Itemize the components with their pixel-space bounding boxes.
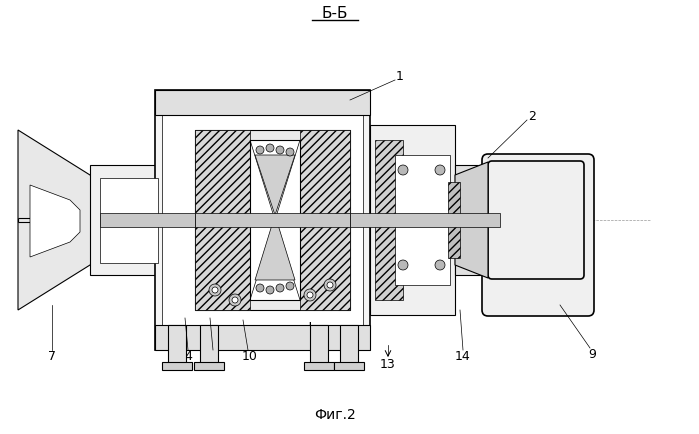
Polygon shape bbox=[200, 325, 218, 367]
Text: 4: 4 bbox=[184, 349, 192, 362]
Polygon shape bbox=[195, 130, 350, 310]
Text: +: + bbox=[303, 105, 317, 119]
Polygon shape bbox=[340, 325, 358, 367]
Text: 1: 1 bbox=[396, 69, 404, 82]
Circle shape bbox=[327, 282, 333, 288]
Text: +: + bbox=[303, 320, 317, 335]
Circle shape bbox=[209, 284, 221, 296]
Polygon shape bbox=[300, 130, 350, 310]
Polygon shape bbox=[492, 165, 584, 275]
Polygon shape bbox=[255, 155, 295, 280]
Polygon shape bbox=[155, 90, 370, 115]
Text: 7: 7 bbox=[48, 349, 56, 362]
Circle shape bbox=[229, 294, 241, 306]
Circle shape bbox=[276, 146, 284, 154]
Polygon shape bbox=[370, 125, 455, 315]
Text: 9: 9 bbox=[588, 348, 596, 361]
Circle shape bbox=[266, 144, 274, 152]
Circle shape bbox=[276, 284, 284, 292]
Polygon shape bbox=[194, 362, 224, 370]
Circle shape bbox=[286, 148, 294, 156]
Circle shape bbox=[398, 260, 408, 270]
Circle shape bbox=[304, 289, 316, 301]
FancyBboxPatch shape bbox=[488, 161, 584, 279]
Polygon shape bbox=[350, 213, 500, 227]
Polygon shape bbox=[395, 155, 450, 285]
Polygon shape bbox=[488, 215, 496, 225]
Polygon shape bbox=[100, 178, 158, 263]
Circle shape bbox=[256, 146, 264, 154]
Polygon shape bbox=[162, 362, 192, 370]
FancyBboxPatch shape bbox=[482, 154, 594, 316]
Polygon shape bbox=[18, 130, 105, 310]
Polygon shape bbox=[334, 362, 364, 370]
Circle shape bbox=[324, 279, 336, 291]
Circle shape bbox=[398, 165, 408, 175]
Polygon shape bbox=[448, 182, 460, 258]
Circle shape bbox=[307, 292, 313, 298]
Polygon shape bbox=[310, 325, 328, 367]
Text: 13: 13 bbox=[380, 358, 396, 371]
Circle shape bbox=[256, 284, 264, 292]
Text: Фиг.2: Фиг.2 bbox=[314, 408, 356, 422]
Text: Б-Б: Б-Б bbox=[322, 7, 348, 22]
Text: 14: 14 bbox=[455, 349, 471, 362]
Polygon shape bbox=[155, 90, 370, 350]
Circle shape bbox=[286, 282, 294, 290]
Circle shape bbox=[232, 297, 238, 303]
Polygon shape bbox=[455, 165, 485, 275]
Polygon shape bbox=[100, 213, 195, 227]
Circle shape bbox=[266, 286, 274, 294]
Polygon shape bbox=[162, 97, 363, 343]
Text: 2: 2 bbox=[528, 109, 536, 122]
Polygon shape bbox=[168, 325, 186, 367]
Polygon shape bbox=[250, 140, 300, 300]
Polygon shape bbox=[455, 162, 488, 278]
Polygon shape bbox=[30, 185, 80, 257]
Polygon shape bbox=[375, 140, 403, 300]
Polygon shape bbox=[155, 325, 370, 350]
Polygon shape bbox=[304, 362, 334, 370]
Polygon shape bbox=[195, 130, 250, 310]
Circle shape bbox=[212, 287, 218, 293]
Text: 6: 6 bbox=[209, 349, 217, 362]
Circle shape bbox=[435, 260, 445, 270]
Polygon shape bbox=[195, 213, 350, 227]
Text: 10: 10 bbox=[242, 349, 258, 362]
Circle shape bbox=[435, 165, 445, 175]
Polygon shape bbox=[90, 165, 165, 275]
